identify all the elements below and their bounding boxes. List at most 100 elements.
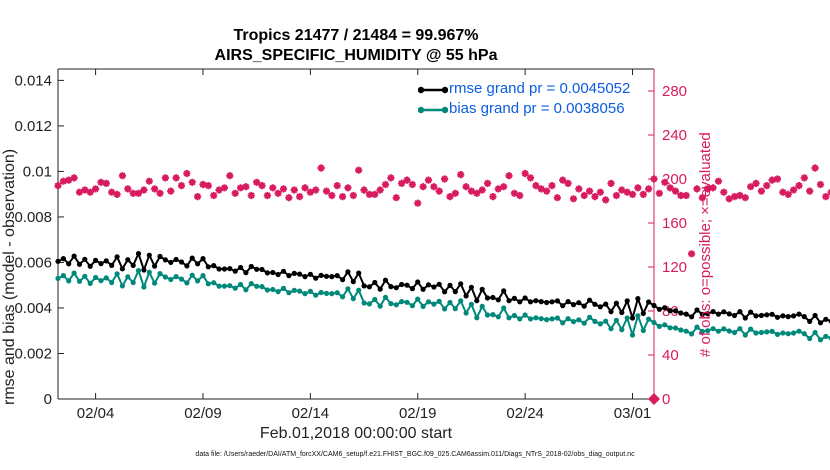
rmse-point xyxy=(823,316,829,322)
obs-evaluated-marker xyxy=(274,189,282,197)
y-axis-right-label: # of obs: o=possible; ×=evaluated xyxy=(697,132,714,357)
obs-evaluated-marker xyxy=(811,164,819,172)
bias-point xyxy=(640,327,646,334)
legend-rmse-swatch xyxy=(418,86,448,94)
obs-evaluated-marker xyxy=(645,185,653,193)
obs-evaluated-marker xyxy=(355,166,363,174)
bias-point xyxy=(420,303,426,309)
rmse-point xyxy=(291,270,297,276)
bias-point xyxy=(345,286,351,292)
bias-point xyxy=(173,274,179,280)
rmse-point xyxy=(662,305,668,311)
bias-point xyxy=(254,283,260,289)
rmse-point xyxy=(114,254,120,260)
bias-point xyxy=(678,327,684,333)
obs-evaluated-marker xyxy=(129,189,137,197)
bias-point xyxy=(817,337,824,343)
rmse-point xyxy=(297,271,303,277)
rmse-point xyxy=(109,262,115,268)
bias-point xyxy=(801,331,807,337)
obs-evaluated-marker xyxy=(253,178,261,186)
bias-point xyxy=(286,290,292,296)
rmse-point xyxy=(425,282,432,288)
obs-evaluated-marker xyxy=(773,175,782,183)
rmse-point xyxy=(801,314,807,320)
bias-point xyxy=(372,296,378,303)
plot-background xyxy=(58,69,654,399)
bias-point xyxy=(689,331,695,337)
rmse-point xyxy=(334,273,340,279)
rmse-point xyxy=(517,299,523,305)
bias-point xyxy=(248,281,254,287)
bias-point xyxy=(662,322,668,328)
bias-point xyxy=(93,274,99,281)
obs-evaluated-marker xyxy=(585,187,594,195)
rmse-point xyxy=(382,277,389,283)
rmse-point xyxy=(689,314,695,320)
rmse-point xyxy=(259,266,265,273)
obs-evaluated-marker xyxy=(360,186,368,194)
bias-point xyxy=(764,329,770,335)
obs-evaluated-marker xyxy=(285,194,293,202)
bias-point xyxy=(216,283,222,289)
rmse-point xyxy=(458,281,464,287)
rmse-point xyxy=(216,266,222,272)
bias-point xyxy=(710,326,716,332)
rmse-point xyxy=(672,308,679,314)
obs-evaluated-marker xyxy=(365,190,374,198)
rmse-point xyxy=(715,311,722,317)
obs-evaluated-marker xyxy=(569,195,578,203)
rmse-point xyxy=(495,297,501,303)
bias-point xyxy=(603,318,609,324)
obs-evaluated-marker xyxy=(752,179,760,187)
bias-point xyxy=(565,316,571,322)
rmse-point xyxy=(323,273,330,279)
bias-point xyxy=(232,285,238,291)
rmse-point xyxy=(753,313,759,319)
rmse-point xyxy=(522,295,528,301)
chart-subtitle: AIRS_SPECIFIC_HUMIDITY @ 55 hPa xyxy=(214,47,498,64)
rmse-point xyxy=(817,320,824,326)
bias-point xyxy=(297,288,303,294)
obs-evaluated-marker xyxy=(424,176,433,184)
rmse-point xyxy=(366,284,372,290)
obs-evaluated-marker xyxy=(183,169,191,178)
rmse-point xyxy=(705,311,711,317)
bias-point xyxy=(597,321,603,327)
rmse-point xyxy=(613,300,620,306)
obs-evaluated-marker xyxy=(231,189,239,197)
obs-evaluated-marker xyxy=(462,183,470,191)
bias-point xyxy=(774,331,781,337)
rmse-point xyxy=(415,279,421,285)
bias-point xyxy=(807,335,813,342)
y-left-tick-label: 0.008 xyxy=(14,209,52,226)
obs-evaluated-marker xyxy=(419,183,427,191)
obs-evaluated-marker xyxy=(75,188,84,196)
legend: rmse grand pr = 0.0045052 bias grand pr … xyxy=(414,78,642,122)
x-tick-label: 02/14 xyxy=(292,405,330,422)
bias-point xyxy=(393,302,399,308)
rmse-point xyxy=(211,263,217,269)
bias-point xyxy=(243,287,249,293)
obs-evaluated-marker xyxy=(714,177,723,185)
obs-evaluated-marker xyxy=(666,184,674,192)
obs-evaluated-marker xyxy=(301,184,309,192)
bias-point xyxy=(71,270,77,276)
rmse-point xyxy=(683,311,689,317)
bias-point xyxy=(109,279,115,286)
bias-point xyxy=(554,315,561,321)
rmse-point xyxy=(275,271,281,278)
y-left-tick-label: 0 xyxy=(44,391,52,408)
obs-evaluated-marker xyxy=(623,188,631,196)
rmse-point xyxy=(178,259,185,265)
bias-point xyxy=(812,329,818,336)
rmse-point xyxy=(71,253,77,259)
rmse-point xyxy=(646,299,652,305)
rmse-point xyxy=(774,314,781,320)
bias-point xyxy=(458,298,464,304)
bias-point xyxy=(436,298,442,304)
bias-point xyxy=(157,271,163,277)
obs-evaluated-marker xyxy=(408,180,416,189)
rmse-point xyxy=(807,318,813,324)
obs-evaluated-marker xyxy=(204,182,212,190)
